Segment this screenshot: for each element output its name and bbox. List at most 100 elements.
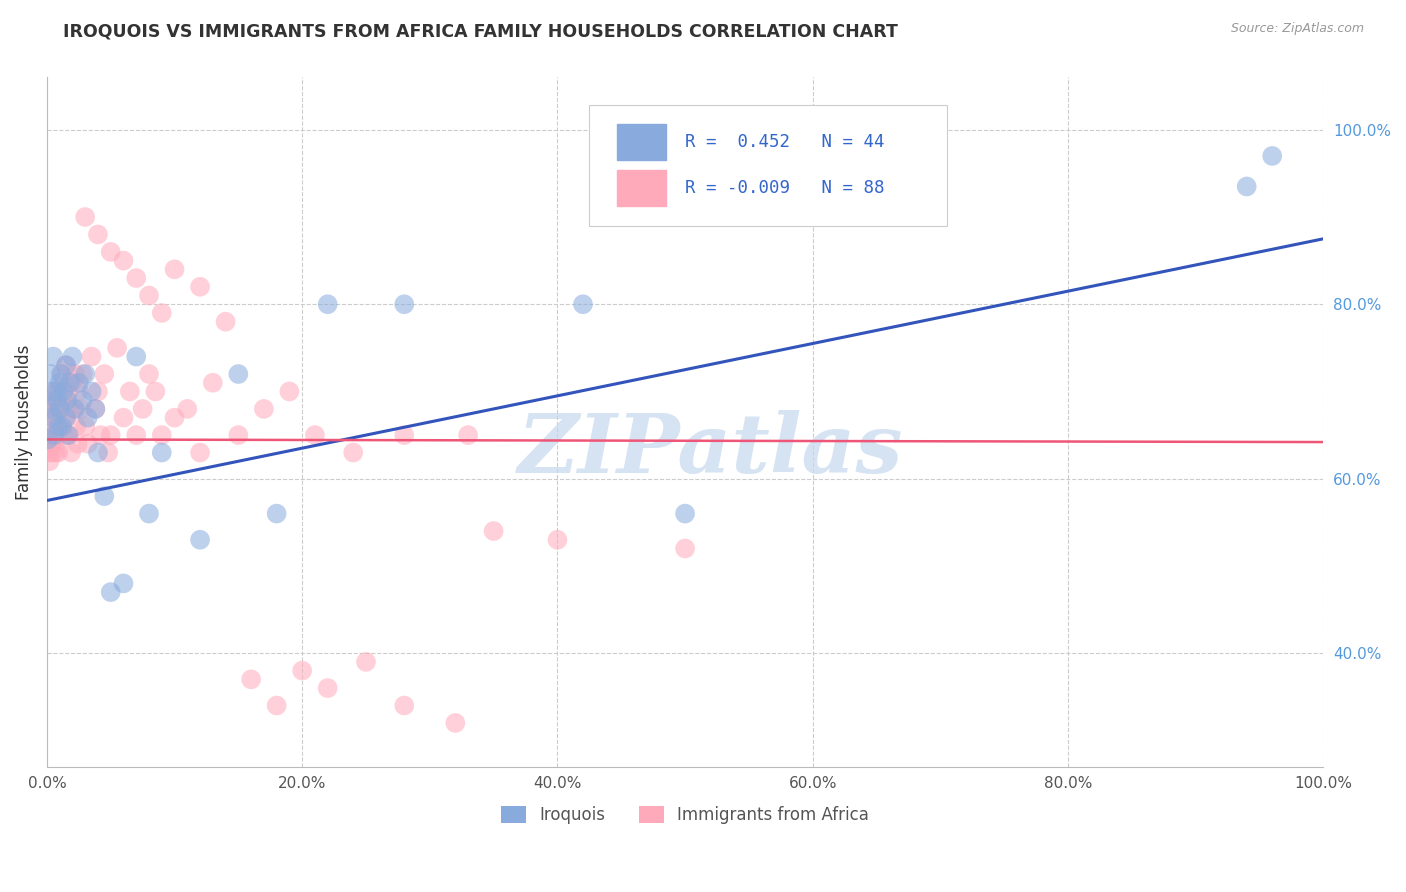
Point <box>444 715 467 730</box>
Point <box>60 445 83 459</box>
Point <box>84 401 107 416</box>
Point <box>125 350 148 364</box>
Point <box>58 384 80 399</box>
Point <box>100 585 122 599</box>
Point <box>80 384 103 399</box>
Point <box>58 428 80 442</box>
Point <box>48 419 70 434</box>
Point <box>304 428 326 442</box>
Point <box>278 384 301 399</box>
Point <box>93 367 115 381</box>
Point <box>457 428 479 442</box>
Point <box>72 393 94 408</box>
Point <box>45 410 67 425</box>
Point <box>65 419 87 434</box>
Point <box>163 262 186 277</box>
Point <box>138 507 160 521</box>
Point <box>266 507 288 521</box>
Point <box>62 376 84 390</box>
Point <box>240 673 263 687</box>
Point <box>52 428 75 442</box>
FancyBboxPatch shape <box>617 170 666 206</box>
Point <box>253 401 276 416</box>
Point <box>188 445 211 459</box>
Point <box>56 428 79 442</box>
Point <box>354 655 377 669</box>
Point <box>342 445 364 459</box>
Point <box>56 393 79 408</box>
Point <box>48 376 70 390</box>
Text: IROQUOIS VS IMMIGRANTS FROM AFRICA FAMILY HOUSEHOLDS CORRELATION CHART: IROQUOIS VS IMMIGRANTS FROM AFRICA FAMIL… <box>63 22 898 40</box>
Point <box>51 367 73 381</box>
Point <box>55 359 77 373</box>
Point <box>42 350 65 364</box>
Point <box>41 401 63 416</box>
Point <box>51 419 73 434</box>
Point <box>48 419 70 434</box>
Point <box>394 428 416 442</box>
Point <box>546 533 568 547</box>
Point <box>76 437 98 451</box>
Point <box>228 428 250 442</box>
Point <box>316 297 339 311</box>
Point <box>80 350 103 364</box>
Point <box>44 428 66 442</box>
Point <box>394 297 416 311</box>
Point <box>89 428 111 442</box>
Point <box>112 576 135 591</box>
Point <box>59 376 82 390</box>
Point <box>138 288 160 302</box>
Point <box>55 410 77 425</box>
Point <box>67 384 90 399</box>
Point <box>150 445 173 459</box>
Text: Source: ZipAtlas.com: Source: ZipAtlas.com <box>1230 22 1364 36</box>
Point <box>291 664 314 678</box>
Point <box>37 445 59 459</box>
Point <box>93 489 115 503</box>
Point <box>62 350 84 364</box>
Point <box>63 367 86 381</box>
Point <box>39 437 62 451</box>
Point <box>41 384 63 399</box>
Point <box>131 401 153 416</box>
FancyBboxPatch shape <box>589 105 946 226</box>
Point <box>163 410 186 425</box>
Point <box>45 445 67 459</box>
Point <box>394 698 416 713</box>
Text: R = -0.009   N = 88: R = -0.009 N = 88 <box>685 179 884 197</box>
Point <box>37 433 59 447</box>
Point <box>316 681 339 695</box>
Text: ZIPatlas: ZIPatlas <box>517 409 904 490</box>
Point <box>75 210 97 224</box>
Point <box>266 698 288 713</box>
Point <box>150 306 173 320</box>
Point <box>75 419 97 434</box>
Point <box>59 401 82 416</box>
Point <box>228 367 250 381</box>
Point <box>87 227 110 242</box>
Point <box>482 524 505 538</box>
Point <box>42 410 65 425</box>
Point <box>38 454 60 468</box>
Point <box>46 393 69 408</box>
Point <box>37 433 59 447</box>
Point <box>66 437 89 451</box>
Point <box>87 384 110 399</box>
Point <box>41 445 63 459</box>
Point <box>48 401 70 416</box>
Legend: Iroquois, Immigrants from Africa: Iroquois, Immigrants from Africa <box>501 805 869 823</box>
Point <box>44 384 66 399</box>
Point <box>673 541 696 556</box>
Point <box>673 507 696 521</box>
Point <box>44 437 66 451</box>
Point <box>39 367 62 381</box>
Point <box>1236 179 1258 194</box>
Point <box>38 401 60 416</box>
Point <box>188 533 211 547</box>
Point <box>105 341 128 355</box>
FancyBboxPatch shape <box>617 124 666 161</box>
Point <box>63 401 86 416</box>
Point <box>48 384 70 399</box>
Point <box>112 410 135 425</box>
Point <box>112 253 135 268</box>
